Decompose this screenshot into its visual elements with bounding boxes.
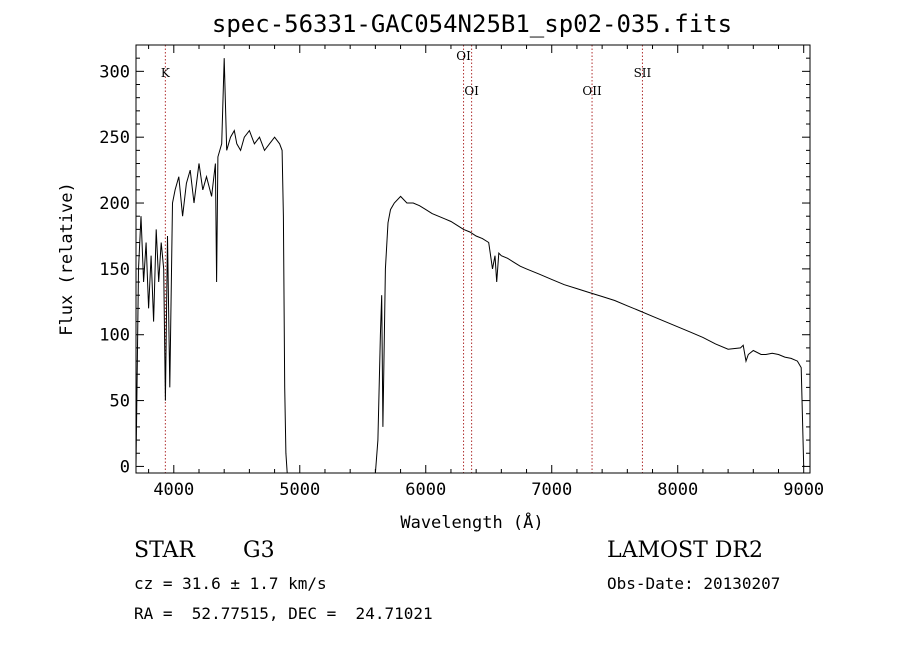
y-axis-label: Flux (relative) bbox=[57, 182, 77, 336]
x-tick-label-0: 4000 bbox=[153, 480, 194, 500]
y-tick-label-1: 50 bbox=[110, 392, 130, 412]
x-tick-label-1: 5000 bbox=[279, 480, 320, 500]
line-marker-label-3: OII bbox=[582, 84, 602, 98]
x-tick-label-5: 9000 bbox=[783, 480, 824, 500]
x-tick-label-2: 6000 bbox=[405, 480, 446, 500]
plot-area: K OI OI OII SII 4000 5000 6000 7000 8000 9000 0 50 10… bbox=[99, 44, 824, 500]
spectrum-series-line bbox=[135, 58, 805, 474]
survey-name: LAMOST DR2 bbox=[607, 538, 763, 563]
y-tick-label-5: 250 bbox=[99, 128, 130, 148]
y-tick-label-6: 300 bbox=[99, 62, 130, 82]
line-marker-label-2: OI bbox=[464, 84, 479, 98]
obs-date-text: Obs-Date: 20130207 bbox=[607, 574, 781, 593]
coordinates-text: RA = 52.77515, DEC = 24.71021 bbox=[134, 604, 433, 623]
object-subclass: G3 bbox=[243, 538, 275, 563]
object-class: STAR bbox=[134, 538, 195, 563]
redshift-text: cz = 31.6 ± 1.7 km/s bbox=[134, 574, 327, 593]
y-tick-label-3: 150 bbox=[99, 260, 130, 280]
y-tick-label-4: 200 bbox=[99, 194, 130, 214]
x-tick-label-3: 7000 bbox=[531, 480, 572, 500]
line-marker-label-0: K bbox=[161, 66, 171, 80]
line-marker-label-1: OI bbox=[456, 49, 471, 63]
chart-title: spec-56331-GAC054N25B1_sp02-035.fits bbox=[212, 10, 732, 38]
y-tick-label-2: 100 bbox=[99, 326, 130, 346]
x-tick-label-4: 8000 bbox=[657, 480, 698, 500]
plot-frame bbox=[135, 44, 811, 474]
y-tick-label-0: 0 bbox=[120, 457, 130, 477]
line-marker-label-4: SII bbox=[634, 66, 652, 80]
x-axis-label: Wavelength (Å) bbox=[400, 511, 543, 533]
